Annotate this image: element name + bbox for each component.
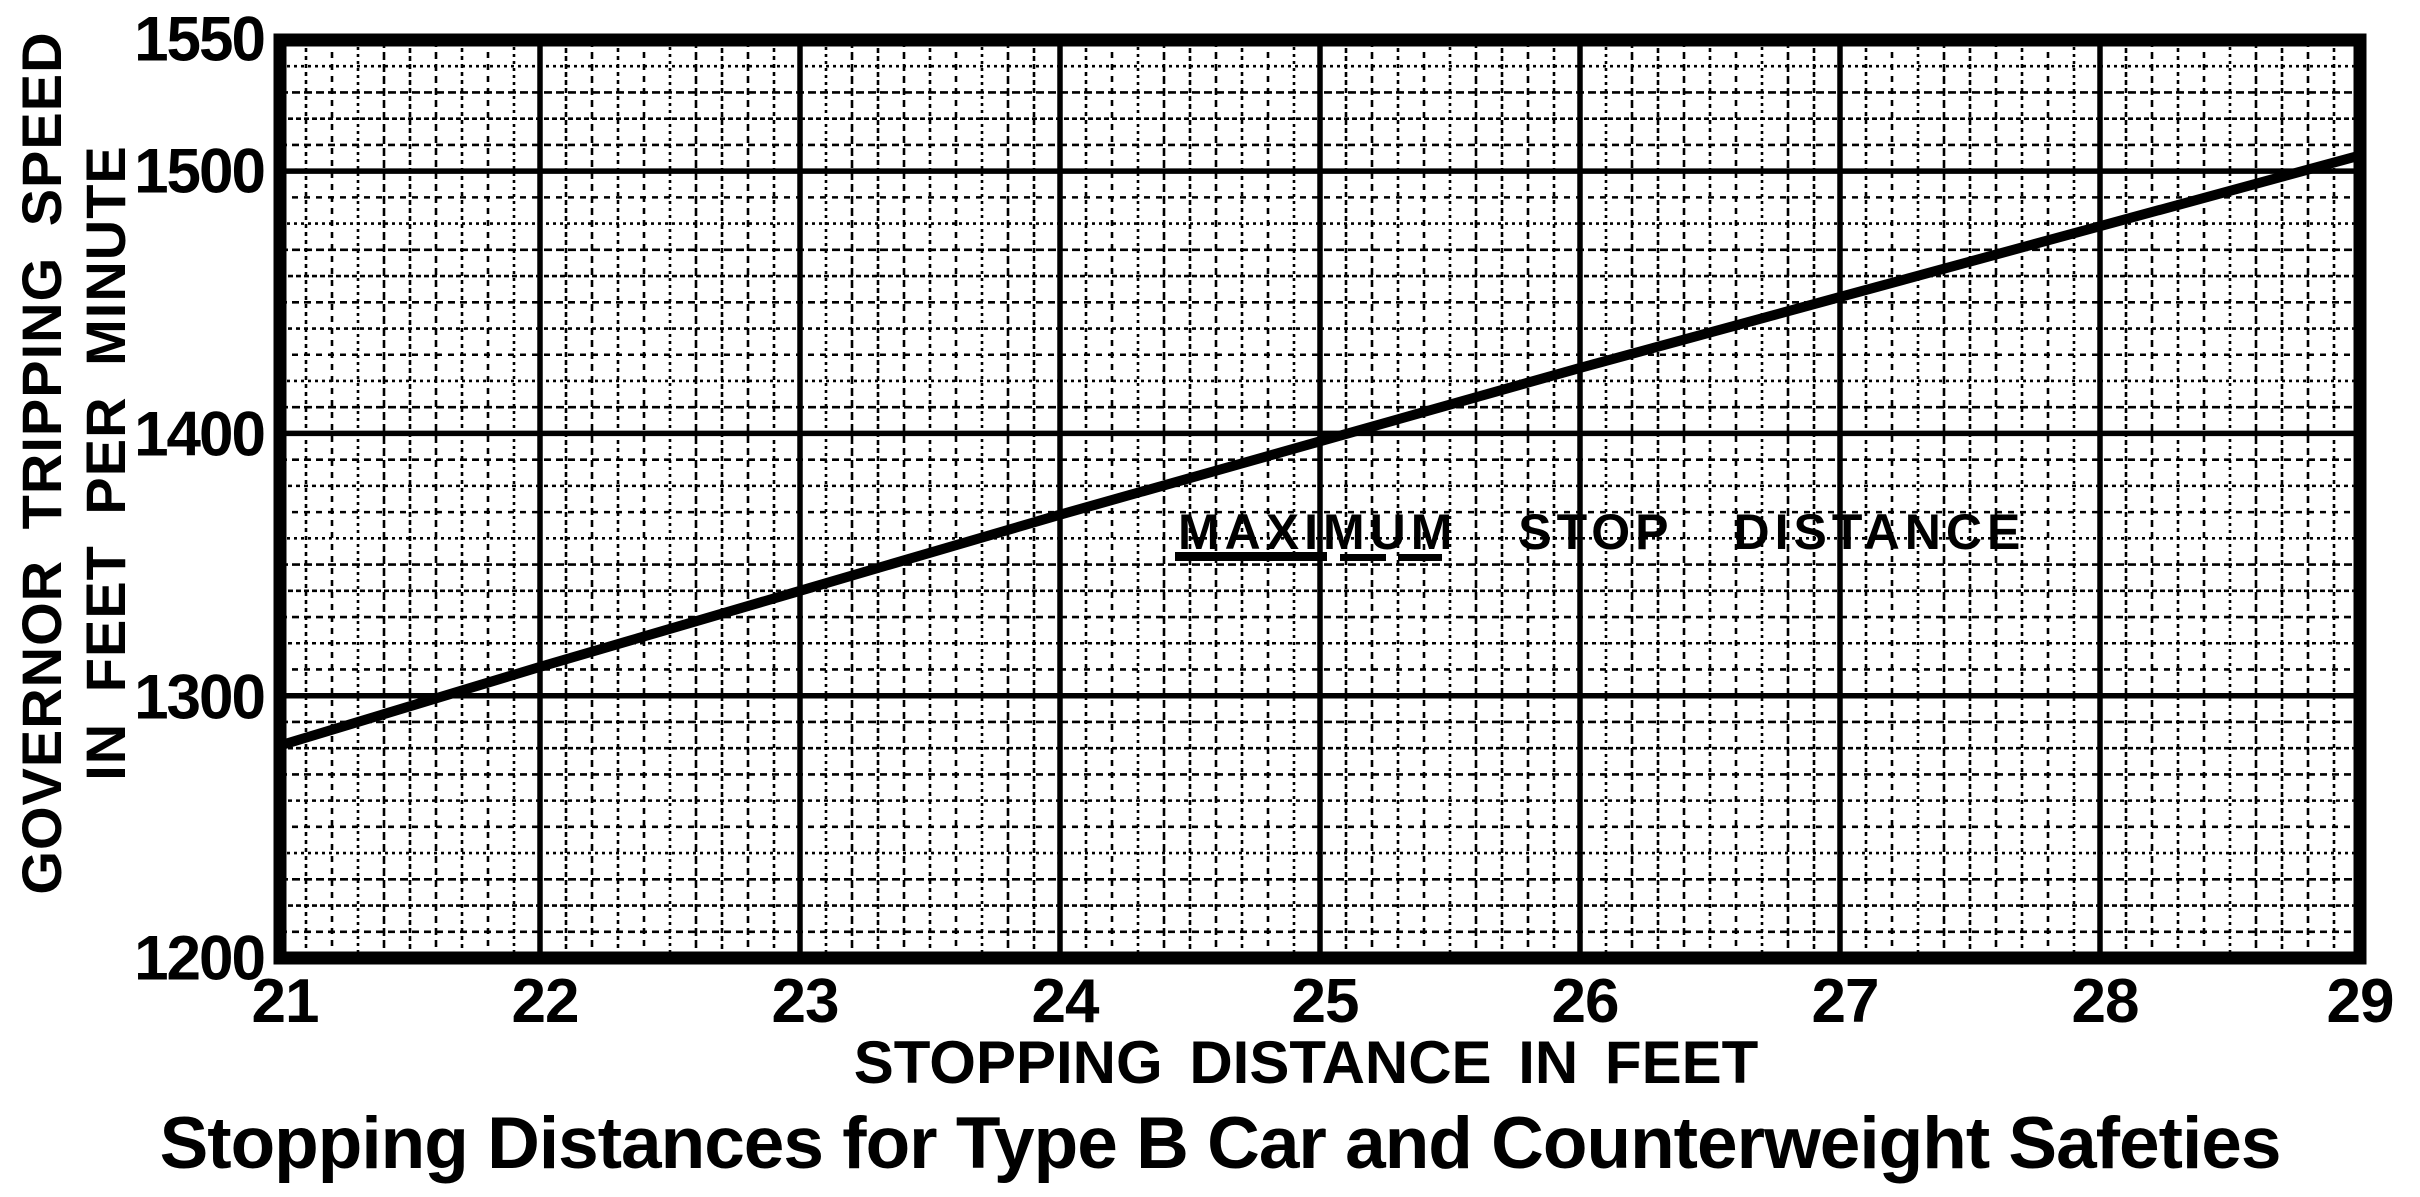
- x-tick-21: 21: [251, 967, 320, 1036]
- annotation-max-stop-distance: MAXIMUM STOP DISTANCE: [1178, 504, 2025, 560]
- y-tick-1550: 1550: [134, 4, 266, 75]
- x-tick-27: 27: [1811, 967, 1880, 1036]
- x-tick-22: 22: [511, 967, 580, 1036]
- y-axis-title: GOVERNOR TRIPPING SPEED IN FEET PER MINU…: [10, 0, 150, 963]
- x-tick-28: 28: [2071, 967, 2140, 1036]
- y-axis-title-line1: GOVERNOR TRIPPING SPEED: [10, 31, 73, 895]
- x-tick-29: 29: [2326, 967, 2395, 1036]
- y-axis-title-line2: IN FEET PER MINUTE: [74, 145, 137, 781]
- y-tick-1300: 1300: [134, 662, 266, 733]
- y-tick-1500: 1500: [134, 136, 266, 207]
- x-tick-26: 26: [1551, 967, 1620, 1036]
- grid-major-lines: [280, 40, 2360, 958]
- chart-title: Stopping Distances for Type B Car and Co…: [159, 1103, 2282, 1184]
- x-tick-25: 25: [1291, 967, 1360, 1036]
- x-tick-23: 23: [771, 967, 840, 1036]
- annotation-underline-fragment: [1340, 554, 1386, 561]
- plot-border: [273, 33, 2367, 965]
- x-axis-title: STOPPING DISTANCE IN FEET: [853, 1029, 1759, 1096]
- y-tick-1200: 1200: [134, 923, 266, 994]
- max-stop-distance-curve: [275, 150, 2365, 751]
- x-tick-24: 24: [1031, 967, 1100, 1036]
- annotation-underline-fragment: [1398, 554, 1442, 561]
- annotation-underline: [1175, 552, 1327, 561]
- y-tick-1400: 1400: [134, 399, 266, 470]
